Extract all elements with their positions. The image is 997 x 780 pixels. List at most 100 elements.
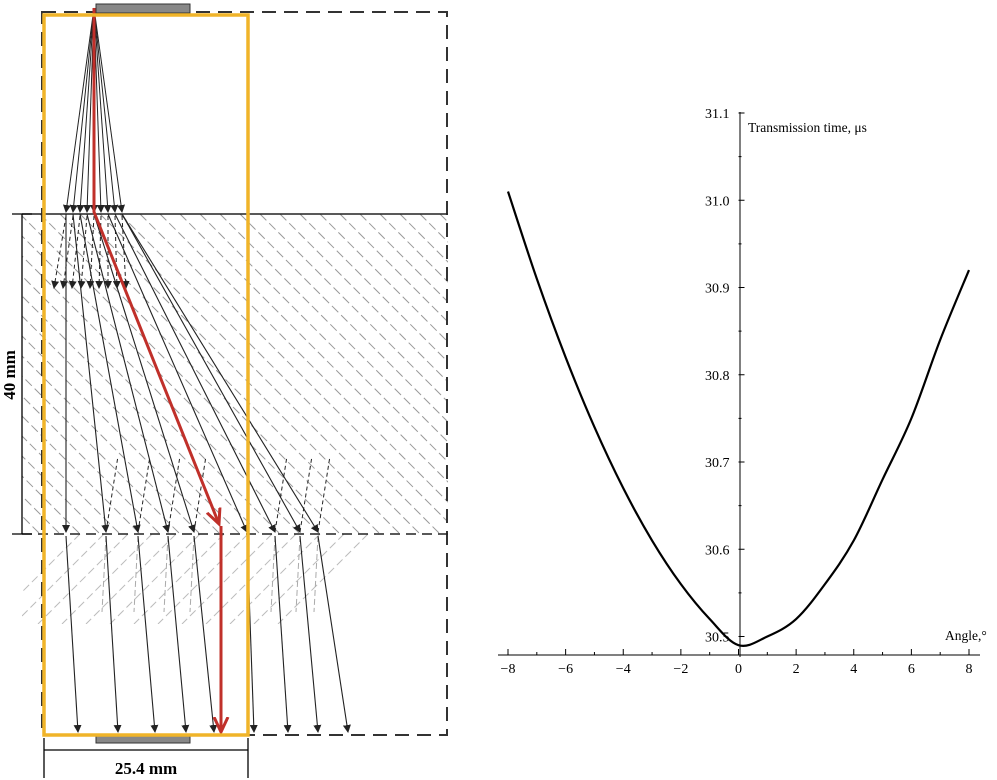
- dashed-outline: [41, 11, 448, 736]
- top-transducer: [95, 3, 191, 14]
- highlight-ray: [92, 8, 219, 524]
- hatch-line: [37, 534, 129, 624]
- x-tick-label: 4: [850, 662, 857, 677]
- ray-diagram: 40 mm 25.4 mm: [0, 3, 448, 778]
- x-tick-label: −2: [673, 662, 688, 677]
- transmitted-ray: [317, 535, 351, 733]
- refracted-ray: [121, 213, 301, 533]
- hatch-line: [99, 214, 421, 534]
- x-axis-label: Angle,°: [945, 628, 987, 643]
- refracted-ray: [72, 213, 110, 533]
- hatch-line: [22, 375, 181, 534]
- hatch-line: [22, 275, 281, 534]
- hatch-line: [22, 315, 241, 534]
- incident-ray: [93, 7, 126, 213]
- hatch-line: [181, 534, 273, 624]
- reflected-ray: [274, 455, 288, 533]
- x-tick-label: 6: [908, 662, 915, 677]
- hatch-line: [133, 534, 225, 624]
- hatch-line: [39, 214, 361, 534]
- hatch-line: [279, 214, 448, 383]
- y-tick-label: 30.8: [705, 369, 730, 384]
- hatch-line: [22, 455, 101, 534]
- hatch-line: [22, 534, 81, 593]
- width-dimension-label: 25.4 mm: [115, 759, 177, 778]
- incident-ray: [93, 7, 112, 213]
- normal-line: [189, 535, 195, 613]
- refracted-ray: [107, 213, 248, 533]
- hatch-line: [22, 295, 261, 534]
- y-tick-label: 31.0: [705, 194, 730, 209]
- normal-line: [101, 535, 107, 613]
- hatch-line: [79, 214, 401, 534]
- transmitted-ray: [167, 535, 190, 733]
- hatch-line: [379, 214, 448, 283]
- hatch-line: [339, 214, 448, 323]
- refracted-ray: [93, 213, 196, 533]
- hatch-line: [22, 534, 105, 617]
- hatch-line: [253, 534, 345, 624]
- hatch-line: [159, 214, 448, 503]
- lower-hatching: [22, 534, 369, 624]
- hatch-line: [22, 395, 161, 534]
- hatch-line: [277, 534, 369, 624]
- hatch-line: [259, 214, 448, 403]
- ray-paths: [51, 7, 351, 733]
- hatch-line: [229, 534, 321, 624]
- hatch-line: [85, 534, 177, 624]
- incident-ray: [69, 7, 95, 213]
- hatch-line: [119, 214, 441, 534]
- transmitted-ray: [274, 535, 292, 733]
- hatch-line: [22, 415, 141, 534]
- transmitted-ray: [65, 535, 82, 733]
- specimen-hatching: [22, 214, 448, 534]
- hatch-line: [199, 214, 448, 463]
- x-tick-label: 2: [793, 662, 800, 677]
- reflected-ray: [121, 215, 130, 289]
- height-dimension-label: 40 mm: [0, 350, 19, 400]
- reflected-ray: [95, 215, 104, 289]
- reflected-ray: [77, 215, 88, 289]
- hatch-line: [219, 214, 448, 443]
- reflected-ray: [68, 215, 81, 289]
- transmitted-ray: [193, 535, 218, 733]
- reflected-ray: [299, 455, 313, 533]
- hatch-line: [157, 534, 249, 624]
- x-tick-label: 8: [966, 662, 973, 677]
- reflected-ray: [86, 215, 95, 289]
- hatch-line: [205, 534, 297, 624]
- series-line: [506, 191, 971, 647]
- hatch-line: [22, 335, 221, 534]
- incident-ray: [76, 7, 95, 213]
- hatch-line: [22, 355, 201, 534]
- transmission-time-chart: 30.530.630.730.830.931.031.1 −8 −6 −4 −2 0 2 4…: [498, 107, 987, 677]
- hatch-line: [22, 475, 81, 534]
- normal-line: [133, 535, 139, 613]
- x-tick-label: 0: [735, 662, 742, 677]
- y-tick-label: 30.9: [705, 282, 730, 297]
- normal-line: [295, 535, 301, 613]
- y-tick-label: 30.7: [705, 456, 730, 471]
- transmitted-ray: [137, 535, 159, 733]
- reflected-ray: [105, 455, 119, 533]
- normal-line: [313, 535, 319, 613]
- hatch-line: [61, 534, 153, 624]
- hatch-line: [109, 534, 201, 624]
- reflected-ray: [112, 215, 121, 289]
- hatch-line: [139, 214, 448, 523]
- x-tick-label: −8: [501, 662, 516, 677]
- reflected-ray: [167, 455, 181, 533]
- reflected-ray: [317, 455, 331, 533]
- hatch-line: [239, 214, 448, 423]
- hatch-line: [319, 214, 448, 343]
- reflected-ray: [51, 215, 67, 289]
- hatch-line: [359, 214, 448, 303]
- yellow-frame: [42, 13, 250, 737]
- refracted-ray: [79, 213, 141, 533]
- refracted-ray: [121, 213, 319, 533]
- reflected-ray: [137, 455, 151, 533]
- transmitted-ray: [299, 535, 322, 733]
- hatch-line: [22, 435, 121, 534]
- refracted-ray: [86, 213, 171, 533]
- normal-line: [270, 535, 276, 613]
